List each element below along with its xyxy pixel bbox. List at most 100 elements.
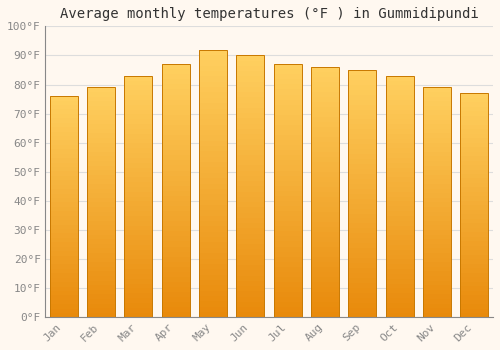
Bar	[348, 248, 376, 253]
Bar	[199, 66, 227, 71]
Bar	[236, 265, 264, 270]
Bar	[460, 111, 488, 116]
Bar	[199, 291, 227, 296]
Bar	[386, 173, 413, 177]
Bar	[460, 313, 488, 317]
Title: Average monthly temperatures (°F ) in Gummidipundi: Average monthly temperatures (°F ) in Gu…	[60, 7, 478, 21]
Bar	[199, 82, 227, 87]
Bar	[386, 279, 413, 284]
Bar	[236, 124, 264, 129]
Bar	[460, 219, 488, 223]
Bar	[87, 152, 115, 156]
Bar	[311, 77, 339, 82]
Bar	[124, 274, 152, 279]
Bar	[162, 267, 190, 272]
Bar	[348, 70, 376, 75]
Bar	[274, 166, 301, 170]
Bar	[423, 304, 451, 308]
Bar	[386, 245, 413, 250]
Bar	[386, 114, 413, 119]
Bar	[162, 166, 190, 170]
Bar	[199, 135, 227, 141]
Bar	[236, 260, 264, 265]
Bar	[50, 278, 78, 282]
Bar	[386, 90, 413, 95]
Bar	[348, 114, 376, 119]
Bar	[386, 192, 413, 197]
Bar	[162, 246, 190, 252]
Bar	[311, 308, 339, 313]
Bar	[162, 135, 190, 140]
Bar	[423, 124, 451, 129]
Bar	[50, 114, 78, 118]
Bar	[348, 199, 376, 204]
Bar	[386, 110, 413, 114]
Bar	[348, 164, 376, 169]
Bar	[50, 233, 78, 238]
Bar	[50, 300, 78, 304]
Bar	[386, 76, 413, 317]
Bar	[274, 191, 301, 196]
Bar	[199, 60, 227, 66]
Bar	[348, 278, 376, 283]
Bar	[199, 141, 227, 146]
Bar	[423, 230, 451, 235]
Bar	[87, 175, 115, 180]
Bar	[274, 236, 301, 242]
Bar	[423, 239, 451, 244]
Bar	[87, 221, 115, 225]
Bar	[348, 293, 376, 298]
Bar	[423, 253, 451, 258]
Bar	[162, 297, 190, 302]
Bar	[199, 248, 227, 253]
Bar	[274, 140, 301, 145]
Bar	[87, 129, 115, 133]
Bar	[87, 253, 115, 258]
Bar	[50, 242, 78, 247]
Bar	[124, 134, 152, 139]
Bar	[460, 169, 488, 174]
Bar	[50, 145, 78, 149]
Bar	[199, 50, 227, 55]
Bar	[124, 76, 152, 317]
Bar	[386, 308, 413, 313]
Bar	[236, 113, 264, 118]
Bar	[87, 235, 115, 239]
Bar	[386, 235, 413, 240]
Bar	[311, 287, 339, 293]
Bar	[386, 177, 413, 182]
Bar	[124, 298, 152, 303]
Bar	[386, 288, 413, 293]
Bar	[87, 111, 115, 115]
Bar	[423, 175, 451, 180]
Bar	[124, 192, 152, 197]
Bar	[236, 139, 264, 145]
Bar	[274, 206, 301, 211]
Bar	[162, 160, 190, 166]
Bar	[274, 196, 301, 201]
Bar	[87, 313, 115, 317]
Bar	[311, 212, 339, 217]
Bar	[87, 202, 115, 207]
Bar	[124, 158, 152, 163]
Bar	[423, 92, 451, 97]
Bar	[311, 92, 339, 97]
Bar	[50, 176, 78, 180]
Bar	[423, 97, 451, 101]
Bar	[236, 160, 264, 166]
Bar	[460, 129, 488, 134]
Bar	[50, 273, 78, 278]
Bar	[199, 103, 227, 108]
Bar	[236, 192, 264, 197]
Bar	[274, 241, 301, 246]
Bar	[124, 284, 152, 288]
Bar	[199, 285, 227, 291]
Bar	[423, 133, 451, 138]
Bar	[460, 147, 488, 152]
Bar	[274, 226, 301, 231]
Bar	[274, 94, 301, 100]
Bar	[386, 153, 413, 158]
Bar	[274, 69, 301, 74]
Bar	[199, 296, 227, 301]
Bar	[162, 150, 190, 155]
